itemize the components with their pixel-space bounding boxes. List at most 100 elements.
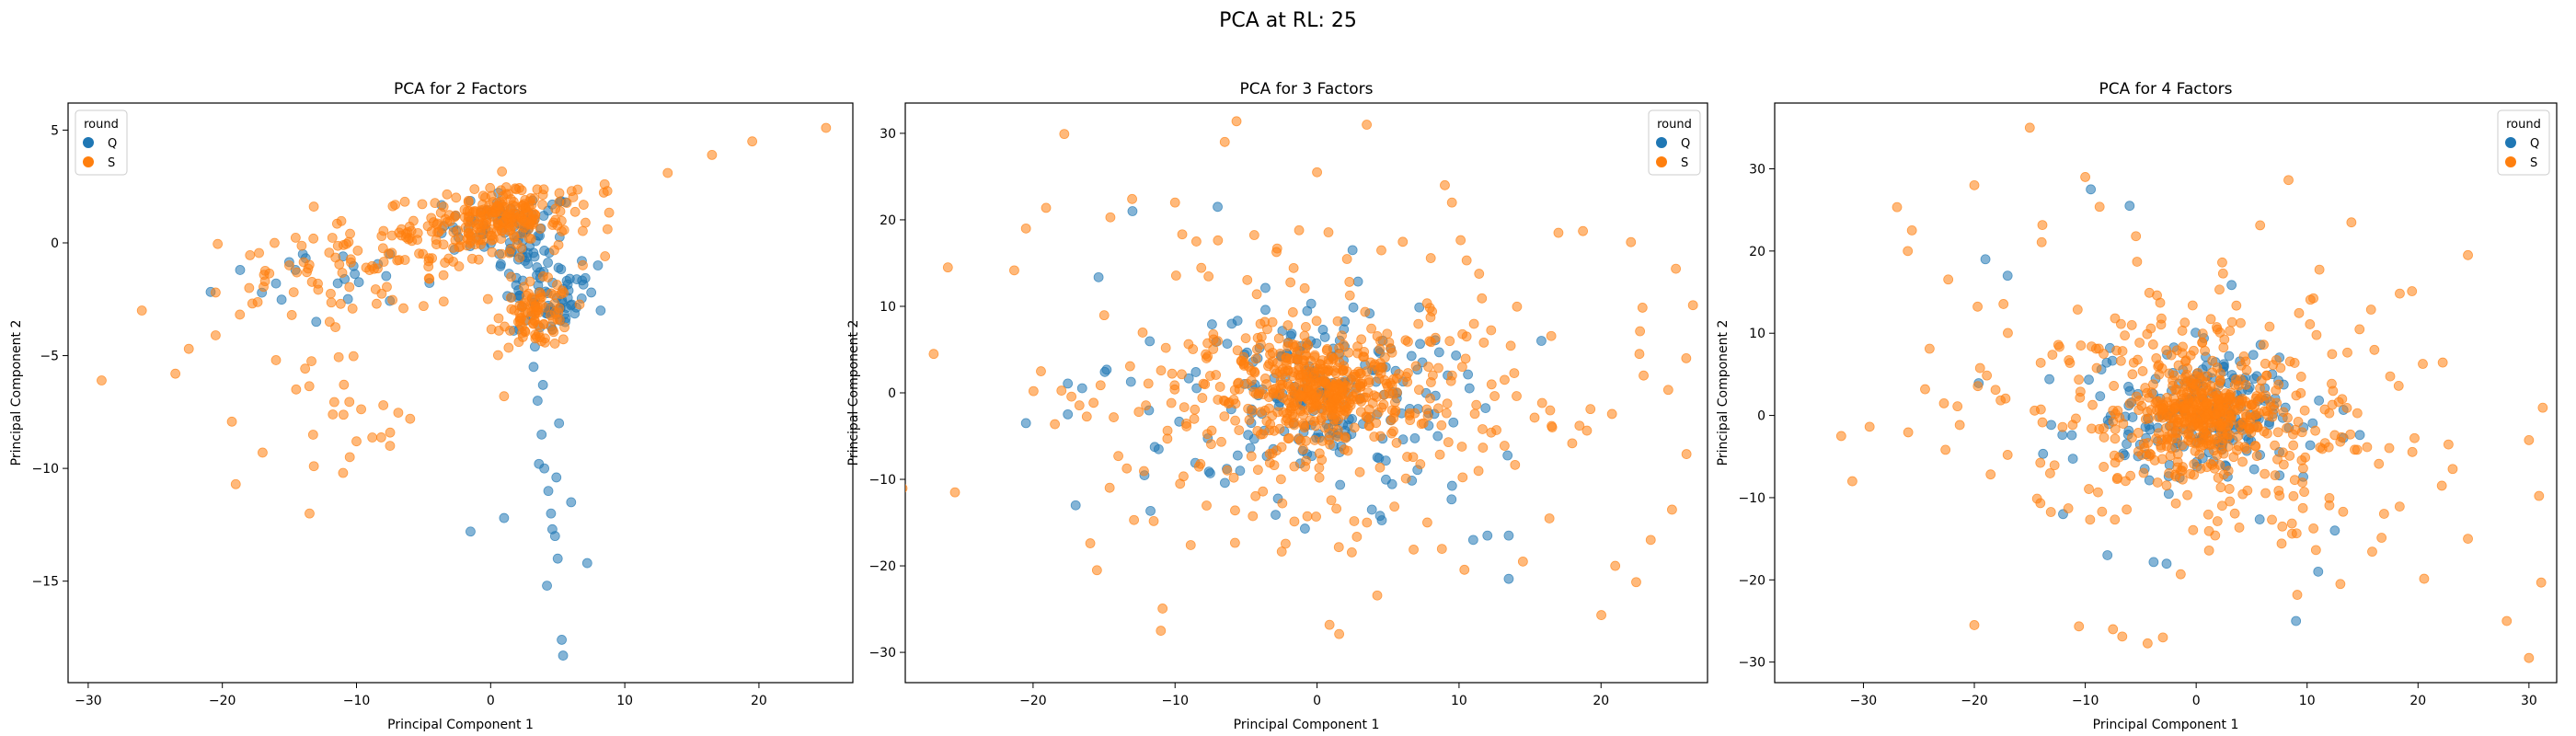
scatter-point-Q — [1406, 351, 1417, 362]
scatter-point-S — [2132, 257, 2143, 267]
scatter-point-S — [1244, 415, 1255, 425]
scatter-point-S — [1275, 474, 1286, 485]
scatter-point-S — [1143, 378, 1154, 389]
scatter-point-Q — [1063, 378, 1074, 389]
scatter-point-S — [1489, 391, 1500, 401]
scatter-point-S — [2074, 374, 2084, 385]
scatter-point-S — [1340, 402, 1351, 412]
scatter-point-S — [2225, 326, 2236, 337]
scatter-point-S — [1081, 411, 1092, 422]
scatter-point-S — [367, 432, 378, 443]
series-S — [97, 122, 832, 519]
x-tick-label: 10 — [1451, 694, 1467, 708]
scatter-point-S — [1391, 438, 1402, 448]
scatter-point-S — [1662, 385, 1673, 396]
scatter-point-S — [2314, 264, 2325, 275]
scatter-point-S — [308, 461, 319, 472]
scatter-point-S — [476, 207, 486, 218]
scatter-point-S — [2277, 521, 2288, 532]
scatter-point-S — [2534, 490, 2545, 501]
scatter-point-S — [2170, 498, 2181, 509]
scatter-point-S — [1442, 398, 1453, 409]
scatter-point-S — [2291, 528, 2302, 539]
scatter-point-S — [2394, 501, 2405, 512]
scatter-point-S — [1141, 400, 1151, 411]
scatter-point-S — [2305, 294, 2316, 305]
scatter-point-S — [1372, 590, 1383, 601]
scatter-point-S — [1300, 343, 1311, 354]
x-tick-label: −30 — [1850, 694, 1878, 708]
scatter-point-S — [170, 368, 181, 379]
plot-frame — [1774, 102, 2558, 684]
scatter-point-S — [2045, 507, 2056, 517]
scatter-point-S — [496, 185, 507, 196]
scatter-point-S — [2192, 367, 2203, 378]
scatter-point-S — [2524, 652, 2535, 663]
scatter-point-S — [1342, 445, 1353, 456]
scatter-point-S — [600, 251, 611, 261]
scatter-point-Q — [1451, 350, 1462, 361]
scatter-point-Q — [1414, 302, 1425, 313]
scatter-point-S — [235, 309, 246, 320]
scatter-point-S — [1230, 415, 1241, 426]
scatter-point-S — [1500, 374, 1510, 385]
scatter-point-S — [1295, 406, 1306, 417]
scatter-point-S — [1294, 224, 1305, 236]
scatter-point-S — [2419, 573, 2430, 584]
scatter-point-S — [291, 384, 302, 395]
scatter-point-S — [1195, 458, 1206, 469]
scatter-point-S — [1251, 289, 1262, 300]
scatter-point-Q — [595, 305, 606, 316]
scatter-point-Q — [1335, 479, 1346, 490]
scatter-point-S — [1457, 362, 1467, 373]
y-tick-label: −10 — [31, 462, 59, 477]
scatter-point-S — [2271, 397, 2283, 408]
scatter-point-S — [1351, 532, 1363, 542]
scatter-point-S — [453, 225, 464, 236]
scatter-point-S — [2409, 432, 2420, 443]
scatter-point-Q — [342, 293, 353, 305]
scatter-point-S — [1148, 515, 1159, 526]
scatter-point-S — [1415, 459, 1426, 469]
scatter-point-S — [2293, 417, 2304, 427]
scatter-point-S — [1287, 307, 1298, 317]
scatter-point-S — [333, 351, 344, 362]
scatter-point-S — [1283, 432, 1294, 443]
scatter-point-S — [1156, 626, 1167, 636]
scatter-point-S — [1219, 136, 1230, 147]
scatter-point-S — [2354, 324, 2365, 335]
scatter-point-S — [345, 228, 355, 239]
scatter-point-S — [1461, 255, 1472, 266]
scatter-point-S — [2178, 387, 2189, 398]
scatter-point-S — [514, 252, 525, 263]
points-layer — [905, 116, 1698, 639]
scatter-point-S — [2308, 523, 2319, 534]
scatter-point-S — [2045, 468, 2055, 478]
scatter-point-S — [2224, 410, 2235, 420]
scatter-point-S — [2134, 338, 2145, 348]
scatter-point-S — [2219, 334, 2230, 345]
scatter-point-S — [2463, 249, 2473, 260]
scatter-point-S — [344, 282, 355, 293]
scatter-point-S — [1314, 472, 1325, 483]
scatter-point-S — [1403, 336, 1413, 347]
scatter-point-S — [433, 226, 444, 237]
scatter-point-S — [1234, 384, 1245, 395]
scatter-point-S — [2112, 472, 2123, 483]
scatter-point-S — [463, 212, 474, 223]
scatter-point-S — [2216, 500, 2227, 512]
scatter-point-S — [1121, 463, 1133, 474]
scatter-point-S — [2369, 344, 2380, 355]
scatter-point-S — [1356, 396, 1367, 407]
scatter-point-S — [454, 241, 466, 252]
scatter-point-S — [2310, 545, 2321, 556]
y-axis-label: Principal Component 2 — [1716, 320, 1731, 466]
scatter-point-S — [1317, 435, 1328, 446]
scatter-point-S — [2094, 201, 2105, 213]
scatter-point-S — [1289, 461, 1300, 472]
scatter-point-S — [463, 197, 474, 208]
scatter-point-Q — [2226, 280, 2237, 291]
scatter-point-S — [1248, 230, 1259, 240]
scatter-point-S — [2384, 443, 2395, 454]
scatter-point-Q — [562, 279, 573, 290]
